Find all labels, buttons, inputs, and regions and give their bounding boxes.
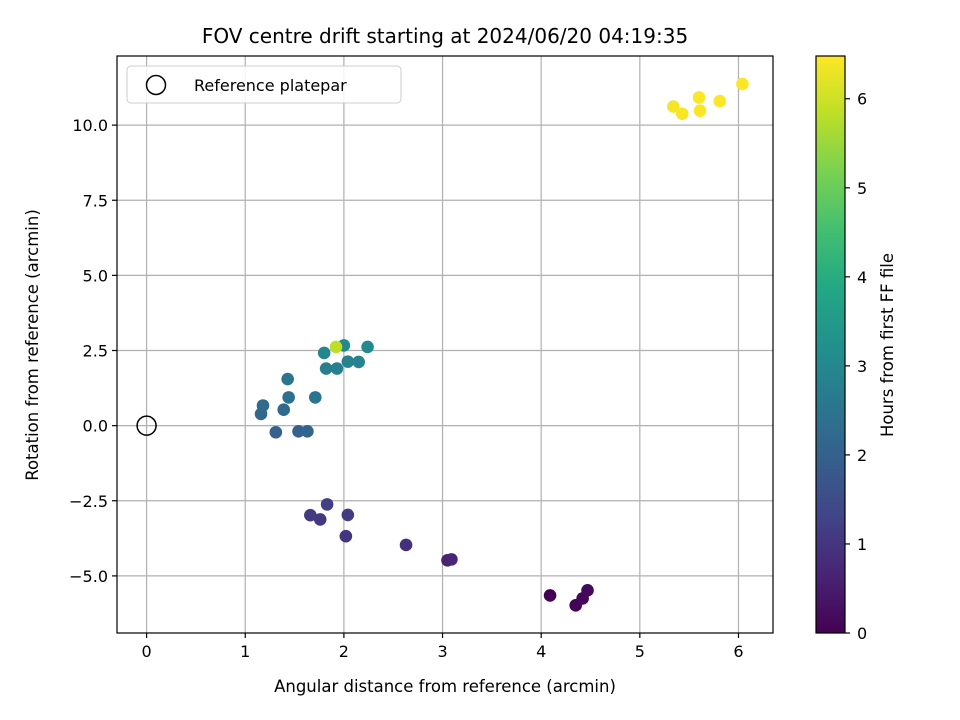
colorbar-tick-label: 0 [857,624,867,643]
data-point [304,508,317,522]
chart-title: FOV centre drift starting at 2024/06/20 … [202,24,688,48]
data-point [341,355,355,368]
y-tick-label: 10.0 [72,116,108,135]
colorbar-tick-label: 2 [857,446,867,465]
data-points [254,77,749,612]
reference-marker-layer [136,415,157,436]
y-tick-label: −2.5 [69,492,108,511]
x-tick-label: 0 [142,642,152,661]
colorbar-frame [815,55,846,634]
data-point [667,100,680,113]
colorbar: 0 1 2 3 4 5 6 Hours from first FF file [815,55,897,643]
x-axis: 0 1 2 3 4 5 6 [142,633,744,661]
x-tick-label: 1 [240,642,250,661]
data-point [282,391,295,404]
data-point [301,425,314,438]
data-point [329,340,343,354]
data-point [692,91,706,104]
data-point [292,425,305,438]
x-tick-label: 4 [536,642,546,661]
data-point [361,340,374,354]
data-point [693,104,707,117]
data-point [736,77,749,91]
data-point [277,403,291,417]
y-axis: −5.0 −2.5 0.0 2.5 5.0 7.5 10.0 [69,116,117,586]
data-point [675,107,689,120]
colorbar-tick-label: 1 [857,535,867,554]
y-tick-label: 5.0 [83,266,108,285]
data-point [352,355,365,369]
data-point [339,529,353,543]
data-point [317,346,331,360]
plot-frame [116,55,774,634]
y-tick-label: −5.0 [69,567,108,586]
x-axis-label: Angular distance from reference (arcmin) [274,677,616,696]
data-point [543,589,557,602]
data-point [256,399,270,412]
x-tick-label: 3 [437,642,447,661]
y-tick-label: 0.0 [83,417,108,436]
colorbar-tick-label: 6 [857,90,867,109]
data-point [308,391,322,404]
colorbar-ticks: 0 1 2 3 4 5 6 [845,90,867,643]
colorbar-label: Hours from first FF file [878,253,897,437]
data-point [269,425,283,439]
x-tick-label: 5 [635,642,645,661]
data-point [341,508,355,522]
colorbar-tick-label: 4 [857,268,867,287]
data-point [445,553,458,566]
x-tick-label: 2 [339,642,349,661]
reference-platepar-marker [136,415,157,436]
colorbar-fill [816,56,845,633]
y-tick-label: 7.5 [83,191,108,210]
data-point [319,362,333,375]
colorbar-tick-label: 3 [857,357,867,376]
data-point [399,538,413,552]
legend-label: Reference platepar [194,76,347,95]
y-tick-label: 2.5 [83,342,108,361]
data-point [330,362,344,375]
legend-marker-open-circle [145,74,167,96]
data-point [281,372,294,386]
x-tick-label: 6 [733,642,743,661]
legend-box [126,65,402,104]
legend: Reference platepar [126,65,402,104]
data-point [320,498,334,511]
grid-lines [117,56,773,633]
data-point [581,584,594,597]
data-point [313,513,327,526]
colorbar-tick-label: 5 [857,179,867,198]
y-axis-label: Rotation from reference (arcmin) [23,209,42,481]
data-point [713,94,727,108]
